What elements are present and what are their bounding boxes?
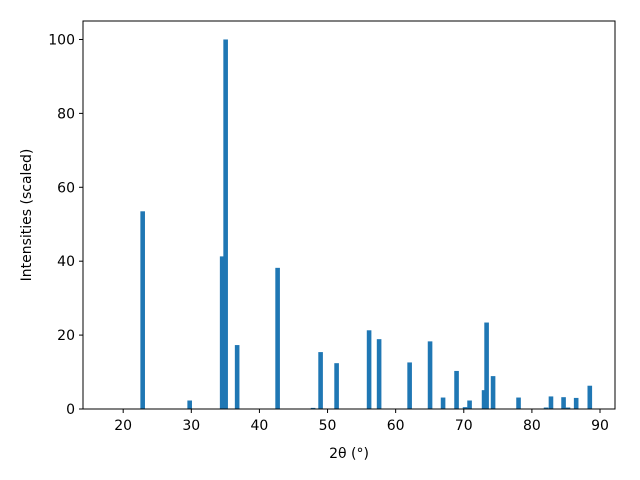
y-tick-label: 100 xyxy=(48,32,75,48)
bar xyxy=(561,397,566,409)
y-axis-label: Intensities (scaled) xyxy=(19,149,35,282)
bar xyxy=(223,39,228,409)
y-tick-label: 80 xyxy=(57,106,75,122)
x-tick-label: 50 xyxy=(319,418,337,434)
bar xyxy=(234,345,240,409)
bar xyxy=(548,396,554,409)
bar xyxy=(587,385,593,409)
bar xyxy=(376,339,382,409)
y-tick-label: 60 xyxy=(57,180,75,196)
x-axis-label: 2θ (°) xyxy=(329,446,369,462)
bar xyxy=(407,362,412,409)
plot-frame xyxy=(82,20,616,410)
bar xyxy=(427,341,433,409)
bar xyxy=(490,376,496,409)
bar xyxy=(484,322,489,409)
y-tick-label: 0 xyxy=(66,402,75,418)
bar xyxy=(440,397,446,409)
bar xyxy=(318,352,323,409)
bar xyxy=(366,330,372,409)
x-tick-label: 80 xyxy=(523,418,541,434)
x-tick-label: 60 xyxy=(387,418,405,434)
bar xyxy=(467,400,472,409)
x-tick-label: 20 xyxy=(114,418,132,434)
bar xyxy=(462,407,468,409)
x-tick-label: 40 xyxy=(251,418,269,434)
x-tick-label: 90 xyxy=(591,418,609,434)
bar xyxy=(573,397,579,409)
bar xyxy=(543,407,549,409)
bar xyxy=(219,256,225,409)
x-tick-label: 70 xyxy=(455,418,473,434)
bar xyxy=(516,397,521,409)
bar xyxy=(140,211,145,409)
y-tick-label: 20 xyxy=(57,328,75,344)
x-tick-label: 30 xyxy=(182,418,200,434)
bar xyxy=(187,400,192,409)
bar xyxy=(310,407,316,409)
y-tick-label: 40 xyxy=(57,254,75,270)
bar xyxy=(275,267,280,409)
bar xyxy=(454,370,459,409)
bar xyxy=(334,363,339,409)
bar xyxy=(481,390,487,409)
bar xyxy=(565,407,571,409)
